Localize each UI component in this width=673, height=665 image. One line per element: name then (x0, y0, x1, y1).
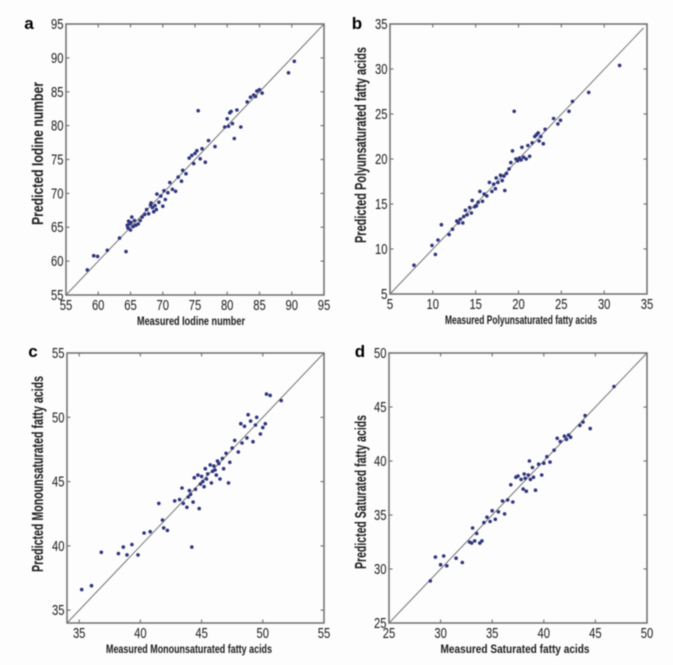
svg-text:45: 45 (52, 475, 65, 491)
svg-text:25: 25 (375, 107, 388, 123)
svg-text:35: 35 (374, 508, 387, 524)
svg-text:55: 55 (52, 346, 65, 362)
svg-text:10: 10 (427, 297, 440, 313)
svg-text:35: 35 (52, 603, 65, 619)
svg-text:Measured Iodine number: Measured Iodine number (137, 316, 245, 328)
svg-text:70: 70 (157, 298, 170, 314)
svg-text:70: 70 (51, 186, 64, 202)
svg-text:85: 85 (51, 85, 64, 101)
svg-text:a: a (24, 14, 34, 33)
svg-text:35: 35 (375, 17, 388, 33)
svg-text:90: 90 (286, 298, 299, 314)
svg-text:50: 50 (52, 410, 65, 426)
svg-text:55: 55 (51, 288, 64, 304)
svg-text:65: 65 (51, 220, 64, 236)
svg-text:d: d (355, 342, 365, 361)
svg-text:35: 35 (641, 297, 654, 313)
svg-text:90: 90 (51, 51, 64, 67)
svg-text:Measured Polyunsaturated fatty: Measured Polyunsaturated fatty acids (445, 315, 597, 327)
svg-text:Measured Saturated fatty acids: Measured Saturated fatty acids (441, 644, 590, 656)
svg-text:25: 25 (555, 297, 568, 313)
svg-text:Predicted Polyunsaturated fatt: Predicted Polyunsaturated fatty acids (353, 47, 370, 243)
svg-text:45: 45 (195, 626, 208, 642)
svg-text:40: 40 (52, 539, 65, 555)
svg-text:30: 30 (374, 562, 387, 578)
svg-text:30: 30 (434, 626, 447, 642)
svg-text:Predicted Iodine number: Predicted Iodine number (30, 82, 47, 225)
svg-text:Predicted Monounsaturated fatt: Predicted Monounsaturated fatty acids (30, 376, 47, 572)
svg-text:75: 75 (189, 298, 202, 314)
svg-text:50: 50 (257, 626, 270, 642)
svg-text:60: 60 (51, 254, 64, 270)
svg-text:55: 55 (318, 626, 331, 642)
svg-text:45: 45 (589, 626, 602, 642)
svg-text:50: 50 (374, 346, 387, 362)
svg-text:25: 25 (374, 616, 387, 632)
svg-text:95: 95 (51, 17, 64, 33)
svg-text:b: b (352, 14, 362, 33)
svg-text:20: 20 (512, 297, 525, 313)
svg-text:25: 25 (383, 626, 396, 642)
svg-text:5: 5 (381, 287, 388, 303)
svg-text:35: 35 (73, 626, 86, 642)
svg-text:5: 5 (387, 297, 394, 313)
svg-text:55: 55 (60, 298, 73, 314)
svg-text:Measured Monounsaturated fatty: Measured Monounsaturated fatty acids (106, 644, 272, 656)
svg-text:40: 40 (134, 626, 147, 642)
svg-text:40: 40 (538, 626, 551, 642)
svg-text:80: 80 (221, 298, 234, 314)
svg-text:30: 30 (375, 62, 388, 78)
svg-text:30: 30 (598, 297, 611, 313)
svg-text:85: 85 (253, 298, 266, 314)
svg-text:60: 60 (92, 298, 105, 314)
svg-text:c: c (28, 342, 37, 361)
svg-text:20: 20 (375, 152, 388, 168)
svg-text:10: 10 (375, 242, 388, 258)
svg-text:15: 15 (469, 297, 482, 313)
svg-text:45: 45 (374, 400, 387, 416)
svg-text:80: 80 (51, 119, 64, 135)
svg-text:95: 95 (318, 298, 331, 314)
svg-text:50: 50 (641, 626, 654, 642)
svg-text:15: 15 (375, 197, 388, 213)
svg-text:65: 65 (124, 298, 137, 314)
svg-text:40: 40 (374, 454, 387, 470)
svg-text:35: 35 (486, 626, 499, 642)
svg-text:Predicted Saturated fatty acid: Predicted Saturated fatty acids (353, 415, 370, 569)
svg-text:75: 75 (51, 153, 64, 169)
